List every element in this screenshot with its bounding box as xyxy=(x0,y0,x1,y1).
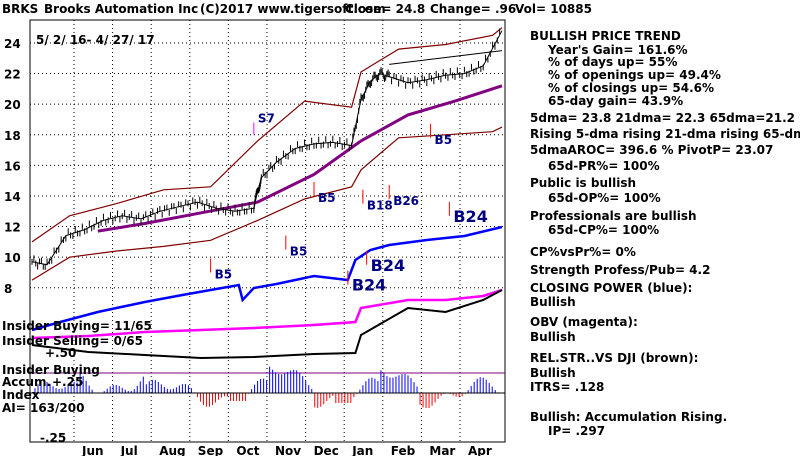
pr65: 65d-PR%= 100% xyxy=(548,159,660,173)
month-label-jul: Jul xyxy=(120,444,138,456)
ai-label: AI= 163/200 xyxy=(2,401,84,415)
accum-plus50-label: +.50 xyxy=(45,346,76,360)
accum-title: Bullish: Accumulation Rising. xyxy=(530,410,727,424)
cp-vs-pr: CP%vsPr%= 0% xyxy=(530,245,636,259)
y-tick-8: 8 xyxy=(4,282,12,296)
month-label-dec: Dec xyxy=(314,444,339,456)
y-tick-18: 18 xyxy=(4,129,21,143)
closing-power-value: Bullish xyxy=(530,295,576,309)
y-tick-24: 24 xyxy=(4,37,21,51)
insider-buying-label: Insider Buying= 11/65 xyxy=(2,319,152,333)
lower-band-line xyxy=(31,126,503,281)
month-label-mar: Mar xyxy=(429,444,455,456)
volume-value: Vol= 10885 xyxy=(515,2,592,16)
y-tick-labels: 24 22 20 18 16 14 12 10 8 xyxy=(4,37,21,296)
copyright: (C)2017 www.tigersoft.com xyxy=(200,2,386,16)
accum-minus25-label: -.25 xyxy=(40,431,66,445)
pivot-line xyxy=(389,50,503,65)
month-label-apr: Apr xyxy=(468,444,492,456)
gain-65: 65-day gain= 43.9% xyxy=(548,94,683,108)
price-series xyxy=(31,27,503,281)
signal-label: B5 xyxy=(435,133,453,147)
y-tick-20: 20 xyxy=(4,98,21,112)
date-range: 5/ 2/ 16- 4/ 27/ 17 xyxy=(36,33,155,47)
x-tick-labels: Jun Jul Aug Sep Oct Nov Dec Jan Feb Mar Apr xyxy=(81,444,492,456)
y-tick-16: 16 xyxy=(4,159,21,173)
signal-label: S7 xyxy=(258,112,275,126)
month-label-jan: Jan xyxy=(351,444,373,456)
closing-power-line xyxy=(31,225,503,332)
ma65-line xyxy=(97,84,503,233)
relstr-line xyxy=(31,289,503,360)
obv-value: Bullish xyxy=(530,330,576,344)
upper-band-line xyxy=(31,27,503,243)
month-label-feb: Feb xyxy=(391,444,416,456)
obv-line xyxy=(31,288,503,340)
aroc-pivot: 5dmaAROC= 396.6 % PivotP= 23.07 xyxy=(530,143,773,157)
side-panel: BULLISH PRICE TREND Year's Gain= 161.6% … xyxy=(530,29,800,438)
closings-up: % of closings up= 54.6% xyxy=(548,81,714,95)
strength-ratio: Strength Profess/Pub= 4.2 xyxy=(530,263,710,277)
insider-labels: Insider Buying= 11/65 Insider Selling= 0… xyxy=(2,319,152,445)
obv-title: OBV (magenta): xyxy=(530,315,638,329)
y-tick-22: 22 xyxy=(4,68,21,82)
rising-dma: Rising 5-dma rising 21-dma rising 65-dma xyxy=(530,127,800,141)
y-tick-12: 12 xyxy=(4,221,21,235)
month-label-aug: Aug xyxy=(159,444,185,456)
public-status: Public is bullish xyxy=(530,176,636,190)
change-value: Change= .96 xyxy=(430,2,516,16)
ip-value: IP= .297 xyxy=(548,424,605,438)
month-label-oct: Oct xyxy=(236,444,259,456)
insider-buying-label-2: Insider Buying xyxy=(2,363,100,377)
professionals-status: Professionals are bullish xyxy=(530,209,697,223)
price-line xyxy=(31,30,503,266)
ticker: BRKS xyxy=(2,2,38,16)
itrs-value: ITRS= .128 xyxy=(530,380,604,394)
close-value: Close= 24.8 xyxy=(345,2,425,16)
company-name: Brooks Automation Inc xyxy=(44,2,198,16)
years-gain: Year's Gain= 161.6% xyxy=(547,43,688,57)
signal-label: B5 xyxy=(318,191,336,205)
closing-power-title: CLOSING POWER (blue): xyxy=(530,281,692,295)
y-tick-10: 10 xyxy=(4,251,21,265)
signal-label: B26 xyxy=(393,194,419,208)
month-label-sep: Sep xyxy=(198,444,224,456)
op65: 65d-OP%= 100% xyxy=(548,191,661,205)
dma-values: 5dma= 23.8 21dma= 22.3 65dma=21.2 xyxy=(530,111,795,125)
trend-title: BULLISH PRICE TREND xyxy=(530,29,681,43)
cp65: 65d-CP%= 100% xyxy=(548,223,659,237)
accum-label: Accum. xyxy=(2,375,51,389)
signal-label: B5 xyxy=(290,245,308,259)
signal-label: B24 xyxy=(371,256,405,275)
chart-header: BRKS Brooks Automation Inc (C)2017 www.t… xyxy=(2,2,592,47)
insider-selling-label: Insider Selling= 0/65 xyxy=(2,334,143,348)
month-label-jun: Jun xyxy=(81,444,104,456)
index-label: Index xyxy=(2,388,40,402)
month-label-nov: Nov xyxy=(275,444,301,456)
y-tick-14: 14 xyxy=(4,190,21,204)
signal-label: B24 xyxy=(352,276,386,295)
signal-label: B18 xyxy=(367,199,393,213)
signal-label: B24 xyxy=(453,207,487,226)
accum-plus25-label: +.25 xyxy=(52,375,83,389)
relstr-title: REL.STR..VS DJI (brown): xyxy=(530,351,698,365)
signal-label: B5 xyxy=(215,267,233,281)
days-up: % of days up= 55% xyxy=(548,55,677,69)
accumulation-index-bars xyxy=(30,366,505,408)
indicator-lines xyxy=(31,225,503,360)
relstr-value: Bullish xyxy=(530,366,576,380)
openings-up: % of openings up= 49.4% xyxy=(548,68,721,82)
